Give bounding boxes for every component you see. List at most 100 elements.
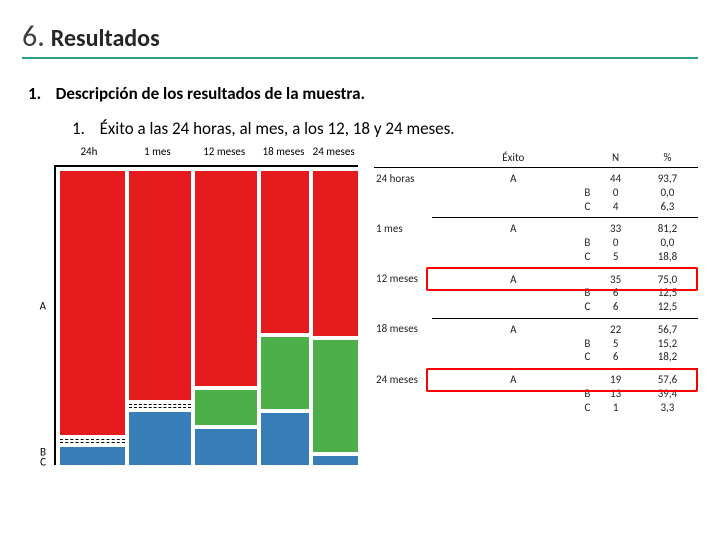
table-cell: 0,0	[637, 186, 698, 200]
table-header: N	[594, 149, 637, 168]
table-row: 1 mesA3381,2	[374, 218, 698, 236]
table-cell: 0	[594, 186, 637, 200]
table-cell: C	[432, 250, 594, 268]
chart-x-axis: 24h1 mes12 meses18 meses24 meses	[54, 145, 358, 163]
table: ÉxitoN%24 horasA4493,7B00,0C46,31 mesA33…	[374, 149, 698, 414]
content-row: 24h1 mes12 meses18 meses24 meses ABC Éxi…	[22, 145, 698, 465]
chart-col-label: 18 meses	[258, 145, 310, 163]
table-row: 12 mesesA3575,0	[374, 268, 698, 286]
chart-cell	[261, 337, 309, 409]
slide: 6. Resultados 1. Descripción de los resu…	[0, 0, 720, 540]
table-cell: 12,5	[637, 286, 698, 300]
table-cell: 1	[594, 401, 637, 415]
table-cell: B	[432, 186, 594, 200]
table-cell: 15,2	[637, 337, 698, 351]
chart-col-label: 1 mes	[124, 145, 191, 163]
table-cell: A	[432, 369, 594, 387]
chart-column	[129, 171, 191, 465]
table-cell: 4	[594, 200, 637, 218]
title-underline	[22, 57, 698, 59]
chart-cell	[261, 413, 309, 465]
table-cell: 33	[594, 218, 637, 236]
chart-cell	[195, 429, 257, 465]
table-cell: 12,5	[637, 300, 698, 318]
table-cell: C	[432, 401, 594, 415]
title-text: Resultados	[51, 24, 160, 53]
table-cell: 35	[594, 268, 637, 286]
table-cell: C	[432, 350, 594, 368]
chart-col-label: 24 meses	[309, 145, 358, 163]
bullet-2-number: 1.	[72, 118, 96, 139]
chart-column	[60, 171, 125, 465]
table-cell: 0	[594, 236, 637, 250]
table-time-label: 24 meses	[374, 369, 432, 415]
table-cell: B	[432, 387, 594, 401]
table-cell: 93,7	[637, 168, 698, 186]
chart-column	[195, 171, 257, 465]
chart-cell	[129, 404, 191, 408]
chart-row-label: A	[40, 300, 46, 313]
chart-cell	[313, 340, 358, 453]
table-cell: 18,2	[637, 350, 698, 368]
table-time-label: 12 meses	[374, 268, 432, 318]
mosaic-chart: 24h1 mes12 meses18 meses24 meses ABC	[22, 145, 362, 465]
table-cell: 81,2	[637, 218, 698, 236]
table-cell: 57,6	[637, 369, 698, 387]
bullet-2-text: Éxito a las 24 horas, al mes, a los 12, …	[100, 118, 455, 139]
table-cell: A	[432, 218, 594, 236]
table-cell: 22	[594, 318, 637, 336]
chart-cell	[195, 171, 257, 386]
table-cell: A	[432, 318, 594, 336]
table-header	[374, 149, 432, 168]
table-cell: A	[432, 268, 594, 286]
table-time-label: 1 mes	[374, 218, 432, 268]
bullet-1-text: Descripción de los resultados de la mues…	[56, 83, 365, 104]
chart-row-label: C	[40, 456, 46, 469]
chart-cell	[313, 456, 358, 465]
table-cell: 5	[594, 250, 637, 268]
chart-y-axis: ABC	[22, 165, 50, 465]
table-header: Éxito	[432, 149, 594, 168]
table-cell: 3,3	[637, 401, 698, 415]
bullet-1-number: 1.	[28, 83, 52, 104]
table-cell: 56,7	[637, 318, 698, 336]
title-number: 6.	[22, 18, 45, 55]
table-time-label: 24 horas	[374, 168, 432, 218]
chart-cell	[129, 412, 191, 465]
chart-cell	[129, 171, 191, 400]
chart-col-label: 12 meses	[191, 145, 258, 163]
table-cell: 18,8	[637, 250, 698, 268]
table-cell: C	[432, 200, 594, 218]
table-cell: 6	[594, 286, 637, 300]
table-cell: 13	[594, 387, 637, 401]
chart-cell	[313, 171, 358, 336]
chart-cell	[195, 390, 257, 426]
table-cell: 5	[594, 337, 637, 351]
bullet-level-2: 1. Éxito a las 24 horas, al mes, a los 1…	[72, 118, 698, 139]
chart-cell	[60, 171, 125, 435]
table-cell: B	[432, 337, 594, 351]
table-cell: 75,0	[637, 268, 698, 286]
table-cell: A	[432, 168, 594, 186]
slide-title: 6. Resultados	[22, 18, 698, 55]
chart-cell	[60, 447, 125, 465]
chart-cell	[261, 171, 309, 333]
table-cell: 0,0	[637, 236, 698, 250]
table-row: 24 horasA4493,7	[374, 168, 698, 186]
table-cell: 39,4	[637, 387, 698, 401]
table-cell: B	[432, 236, 594, 250]
table-row: 18 mesesA2256,7	[374, 318, 698, 336]
table-cell: 6	[594, 350, 637, 368]
table-cell: 6,3	[637, 200, 698, 218]
table-cell: C	[432, 300, 594, 318]
table-row: 24 mesesA1957,6	[374, 369, 698, 387]
table-cell: 44	[594, 168, 637, 186]
bullet-level-1: 1. Descripción de los resultados de la m…	[28, 83, 698, 104]
table-cell: B	[432, 286, 594, 300]
chart-column	[261, 171, 309, 465]
chart-column	[313, 171, 358, 465]
chart-col-label: 24h	[54, 145, 124, 163]
table-cell: 19	[594, 369, 637, 387]
chart-cell	[60, 439, 125, 443]
chart-body	[54, 165, 358, 465]
